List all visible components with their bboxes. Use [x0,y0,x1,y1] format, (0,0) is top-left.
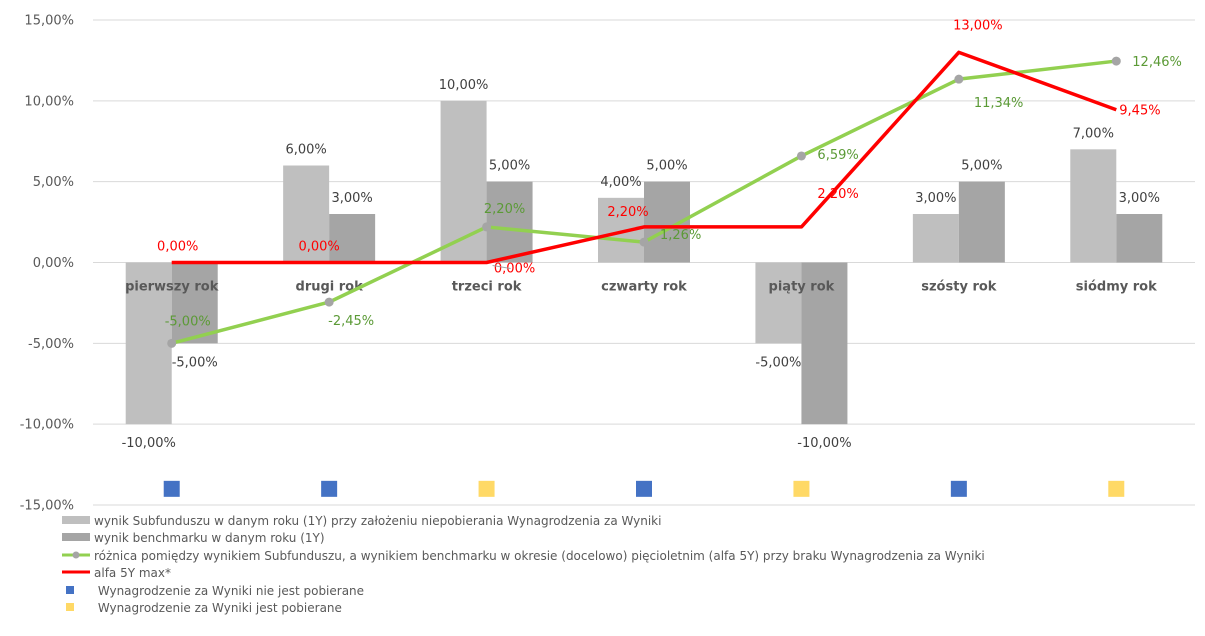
x-category-label: siódmy rok [1076,280,1157,295]
point-alfa-5y [167,338,177,348]
bar-benchmark [171,262,218,344]
data-label-alfa-5y: -2,45% [328,314,374,329]
data-label-subfund: 7,00% [1073,126,1114,141]
bar-subfund [283,165,330,263]
fee-status-marker [793,480,810,497]
bar-benchmark [486,181,533,263]
fee-status-marker [321,480,338,497]
bar-subfund [440,100,487,263]
bar-benchmark [958,181,1005,263]
fee-status-marker [478,480,495,497]
y-tick-label: 5,00% [33,175,74,190]
label-leader-line [492,265,511,269]
data-label-benchmark: -10,00% [797,436,851,451]
legend-item: wynik Subfunduszu w danym roku (1Y) przy… [62,512,1202,530]
legend-symbol [62,514,90,528]
bar-benchmark [329,214,376,263]
legend-symbol [62,531,90,545]
data-label-benchmark: 3,00% [331,191,372,206]
legend-item: Wynagrodzenie za Wyniki nie jest pobiera… [62,582,1202,600]
data-label-alfa-5y: 12,46% [1132,55,1182,70]
legend-label: alfa 5Y max* [94,566,172,581]
data-label-alfa-5y: 11,34% [974,96,1024,111]
point-alfa-5y [324,297,334,307]
x-category-label: drugi rok [296,280,364,295]
bar-subfund [912,214,959,263]
legend-item: różnica pomiędzy wynikiem Subfunduszu, a… [62,547,1202,565]
data-label-benchmark: -5,00% [172,355,218,370]
point-alfa-5y [1111,56,1121,66]
fee-status-marker [163,480,180,497]
y-tick-label: 10,00% [24,94,74,109]
line-alfa-5y-max [171,50,1117,265]
legend-item: wynik benchmarku w danym roku (1Y) [62,530,1202,548]
legend-symbol [62,601,90,615]
y-tick-label: -10,00% [20,418,74,433]
point-alfa-5y [639,237,649,247]
point-alfa-5y [796,151,806,161]
y-tick-label: -5,00% [28,337,74,352]
legend-symbol [62,584,90,598]
legend-label: Wynagrodzenie za Wyniki nie jest pobiera… [94,583,365,598]
bar-subfund [755,262,802,344]
legend-symbol [62,566,90,580]
data-label-alfa-5y-max: 0,00% [494,262,535,277]
legend-label: różnica pomiędzy wynikiem Subfunduszu, a… [94,548,985,563]
data-label-subfund: -10,00% [122,436,176,451]
y-tick-label: -15,00% [20,499,74,514]
legend-label: wynik benchmarku w danym roku (1Y) [94,531,325,546]
legend-label: Wynagrodzenie za Wyniki jest pobierane [94,601,342,616]
fee-status-marker [950,480,967,497]
bar-subfund [1070,149,1117,263]
legend-symbol [62,549,90,563]
data-label-alfa-5y-max: 2,20% [607,205,648,220]
fee-status-marker [636,480,652,497]
data-label-subfund: -5,00% [755,355,801,370]
data-label-subfund: 6,00% [285,143,326,158]
x-category-label: trzeci rok [452,280,522,295]
data-label-alfa-5y: 6,59% [817,148,858,163]
data-label-benchmark: 5,00% [646,159,687,174]
legend-label: wynik Subfunduszu w danym roku (1Y) przy… [94,513,662,528]
legend-item: alfa 5Y max* [62,565,1202,583]
x-category-label: szósty rok [921,280,997,295]
data-label-subfund: 10,00% [439,78,489,93]
fee-status-marker [1108,480,1125,497]
chart-legend: wynik Subfunduszu w danym roku (1Y) przy… [62,512,1202,617]
x-category-label: czwarty rok [601,280,687,295]
point-alfa-5y [954,74,964,84]
data-label-alfa-5y-max: 0,00% [298,240,339,255]
bar-benchmark [1116,214,1163,263]
data-label-benchmark: 5,00% [961,159,1002,174]
bar-subfund [125,262,172,425]
data-label-alfa-5y-max: 13,00% [953,18,1003,33]
bar-benchmark [801,262,848,425]
x-category-label: piąty rok [769,280,835,295]
data-label-benchmark: 5,00% [489,159,530,174]
data-label-alfa-5y-max: 0,00% [157,240,198,255]
x-category-label: pierwszy rok [125,280,219,295]
data-label-alfa-5y-max: 9,45% [1119,104,1160,119]
data-label-alfa-5y: 1,26% [660,228,701,243]
legend-item: Wynagrodzenie za Wyniki jest pobierane [62,600,1202,618]
point-alfa-5y [482,222,492,232]
data-label-alfa-5y: -5,00% [165,314,211,329]
data-label-subfund: 3,00% [915,191,956,206]
y-tick-label: 15,00% [24,14,74,29]
y-tick-label: 0,00% [33,256,74,271]
data-label-alfa-5y-max: 2,20% [817,187,858,202]
data-label-alfa-5y: 2,20% [484,202,525,217]
data-label-subfund: 4,00% [600,175,641,190]
data-label-benchmark: 3,00% [1119,191,1160,206]
